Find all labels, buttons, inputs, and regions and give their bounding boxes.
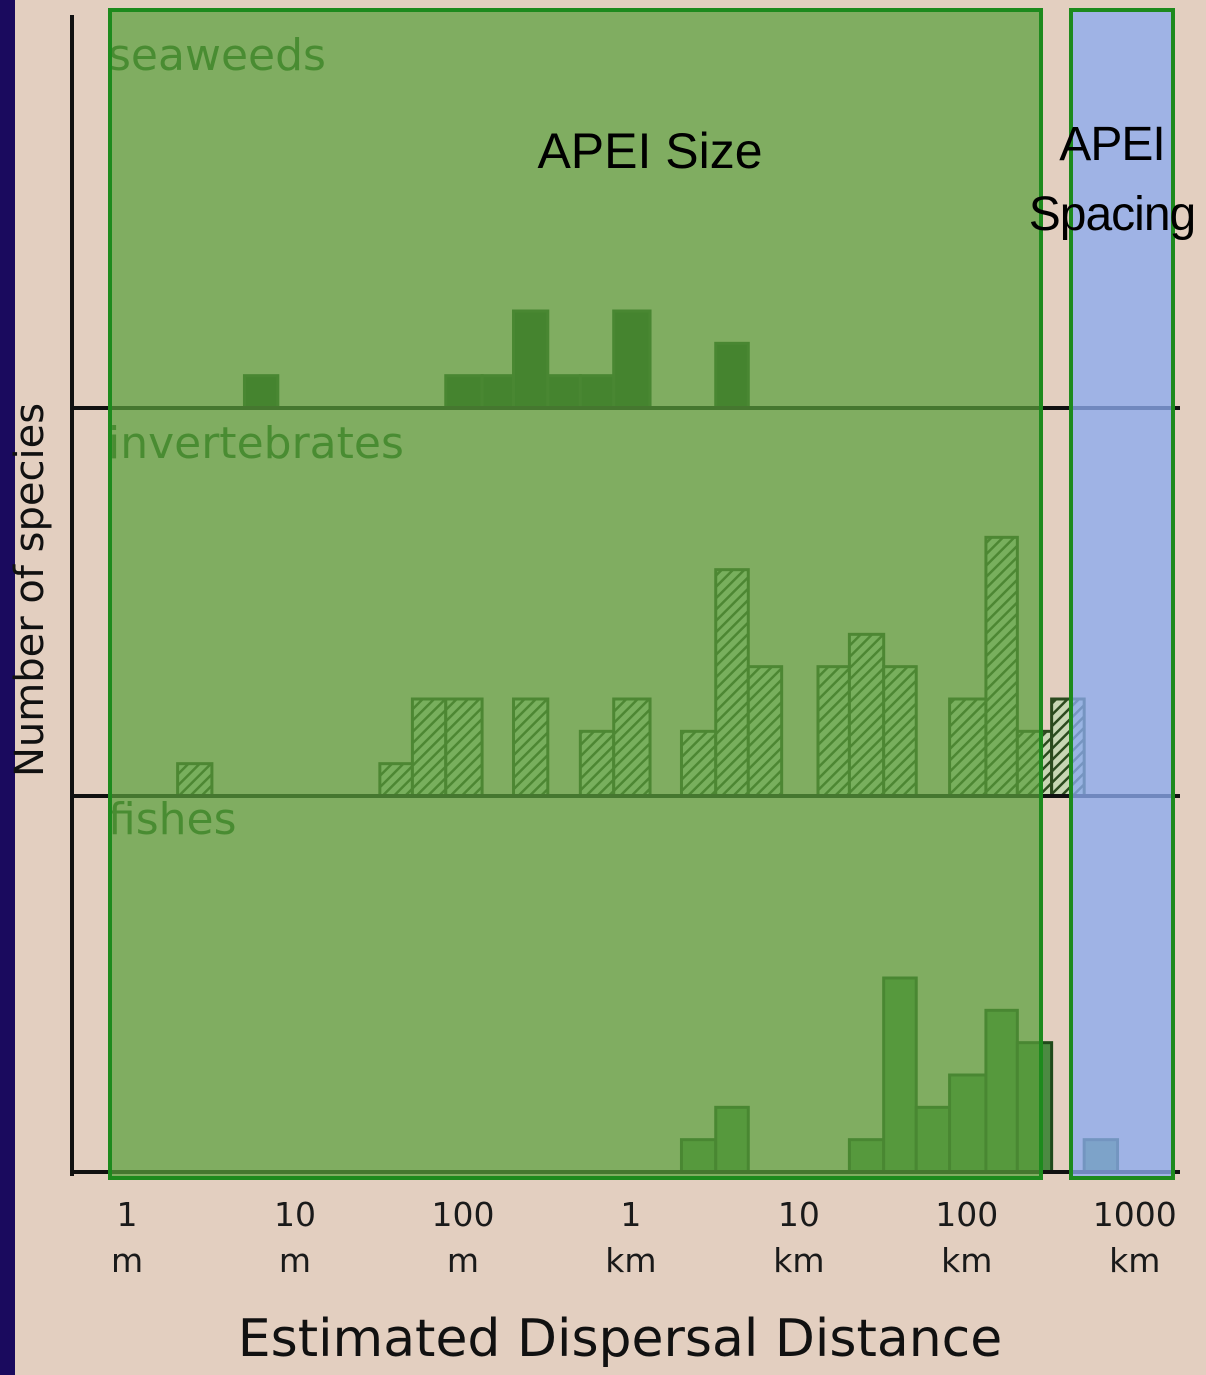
x-tick-label: 100 km bbox=[935, 1192, 998, 1284]
x-tick-label: 1 km bbox=[605, 1192, 656, 1284]
x-tick-label: 10 m bbox=[274, 1192, 316, 1284]
y-axis-label: Number of species bbox=[7, 403, 53, 777]
annotation: APEI Size bbox=[520, 116, 780, 186]
x-tick-label: 10 km bbox=[773, 1192, 824, 1284]
x-tick-label: 100 m bbox=[431, 1192, 494, 1284]
x-tick-label: 1000 km bbox=[1093, 1192, 1177, 1284]
x-axis-label: Estimated Dispersal Distance bbox=[238, 1309, 1003, 1369]
annotation: APEI Spacing bbox=[1017, 110, 1206, 250]
x-tick-label: 1 m bbox=[111, 1192, 143, 1284]
page: seaweedsinvertebratesfishes Estimated Di… bbox=[0, 0, 1206, 1375]
